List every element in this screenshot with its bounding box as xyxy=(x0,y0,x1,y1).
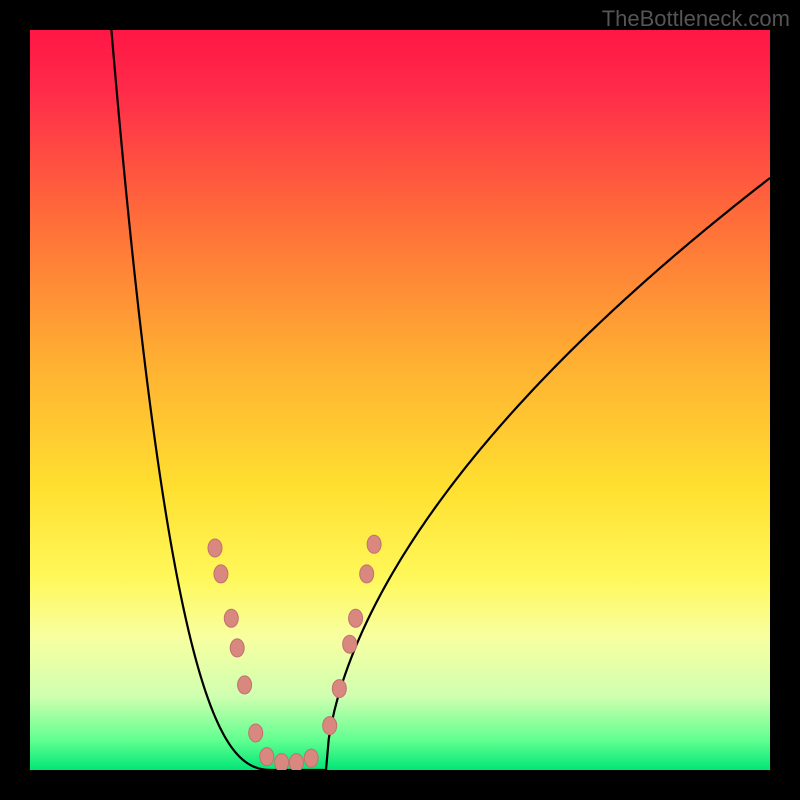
marker xyxy=(214,565,228,583)
marker xyxy=(349,609,363,627)
marker xyxy=(343,635,357,653)
marker xyxy=(275,754,289,770)
plot-area xyxy=(30,30,770,770)
marker xyxy=(332,680,346,698)
marker xyxy=(360,565,374,583)
watermark: TheBottleneck.com xyxy=(602,6,790,32)
marker xyxy=(230,639,244,657)
marker xyxy=(304,749,318,767)
marker xyxy=(249,724,263,742)
marker xyxy=(208,539,222,557)
marker xyxy=(289,754,303,770)
gradient-background xyxy=(30,30,770,770)
marker xyxy=(238,676,252,694)
marker xyxy=(367,535,381,553)
marker xyxy=(323,717,337,735)
bottleneck-chart xyxy=(30,30,770,770)
marker xyxy=(224,609,238,627)
marker xyxy=(260,748,274,766)
